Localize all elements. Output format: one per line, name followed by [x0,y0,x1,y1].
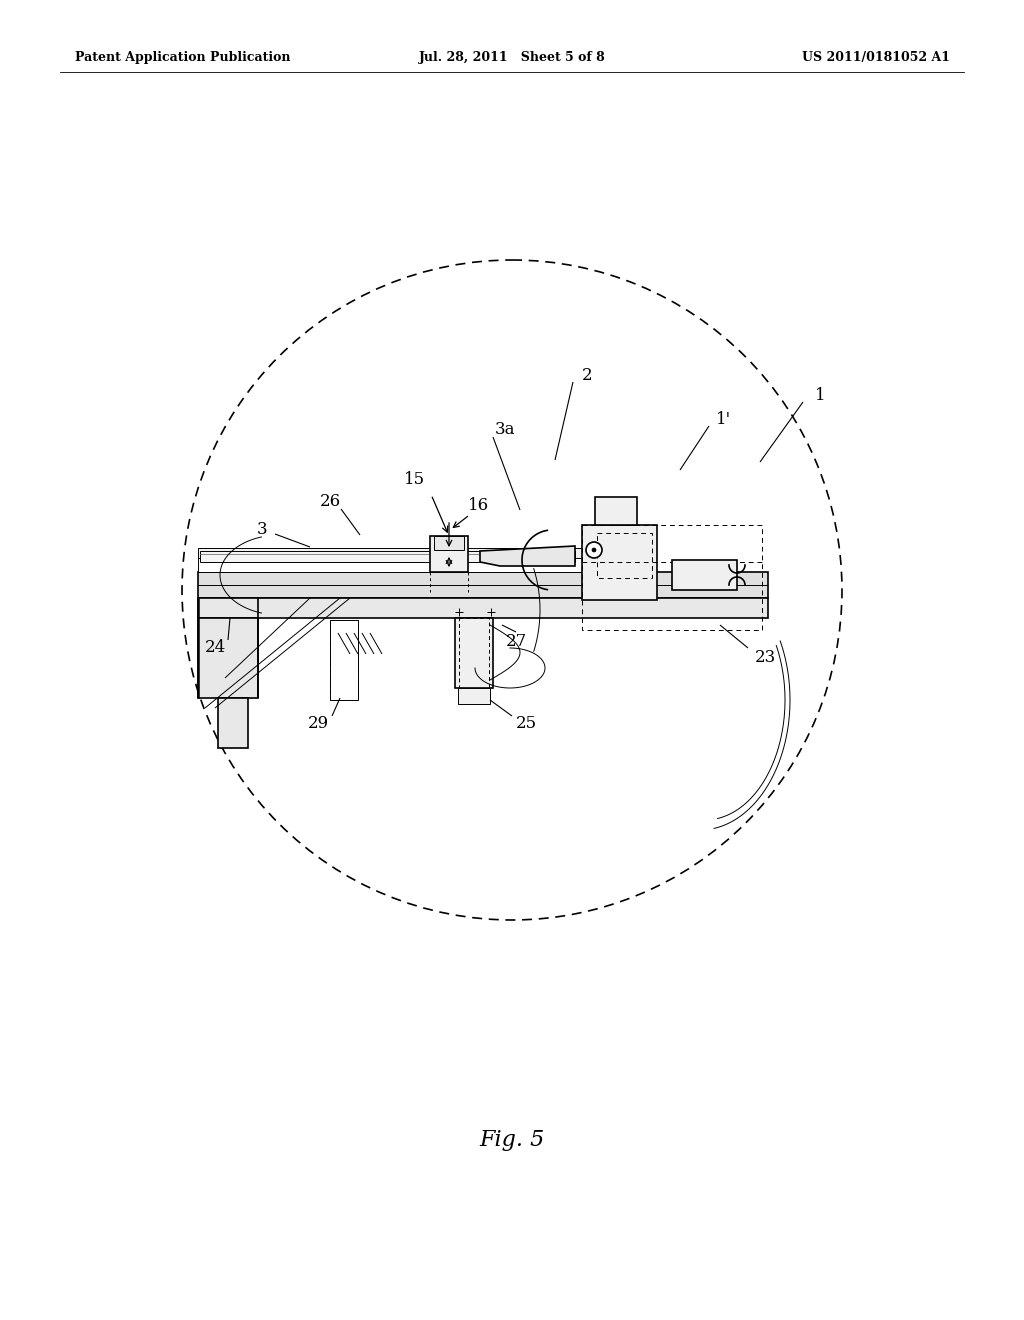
Bar [595,498,637,525]
Text: 24: 24 [205,639,225,656]
Bar [582,525,762,630]
Text: 23: 23 [755,648,775,665]
Bar [582,525,657,601]
Bar [198,548,618,558]
Bar [434,536,464,550]
Bar [430,536,468,572]
Bar [198,572,768,598]
Bar [597,533,652,578]
Text: US 2011/0181052 A1: US 2011/0181052 A1 [802,51,950,65]
Bar [672,560,737,590]
Text: 1: 1 [815,387,825,404]
Text: 15: 15 [404,471,426,488]
Text: 29: 29 [307,715,329,733]
Text: 26: 26 [319,494,341,511]
Text: 3: 3 [257,521,267,539]
Text: 1': 1' [716,412,730,429]
Circle shape [586,543,602,558]
Bar [458,688,490,704]
Text: 25: 25 [515,715,537,733]
Bar [198,598,768,618]
Bar [459,618,489,688]
Text: Patent Application Publication: Patent Application Publication [75,51,291,65]
Bar [198,558,618,572]
Bar [218,698,248,748]
Bar [330,620,358,700]
Bar [200,550,575,562]
Text: 16: 16 [467,496,488,513]
Circle shape [592,548,596,552]
Bar [198,618,258,698]
Text: 27: 27 [506,634,526,651]
Polygon shape [480,546,575,566]
Bar [330,620,358,700]
Text: 3a: 3a [495,421,515,438]
Bar [455,618,493,688]
Text: Fig. 5: Fig. 5 [479,1129,545,1151]
Text: 2: 2 [582,367,592,384]
Text: Jul. 28, 2011   Sheet 5 of 8: Jul. 28, 2011 Sheet 5 of 8 [419,51,605,65]
